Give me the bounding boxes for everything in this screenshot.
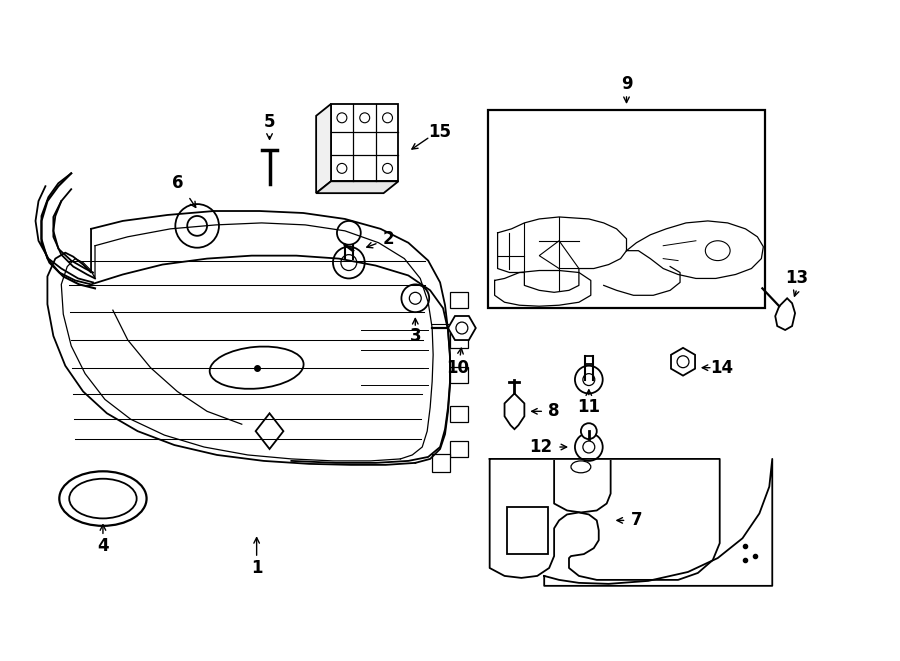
Bar xyxy=(450,441,468,457)
Ellipse shape xyxy=(69,479,137,518)
Polygon shape xyxy=(775,298,795,330)
Text: 11: 11 xyxy=(577,399,600,416)
Bar xyxy=(432,454,450,472)
Ellipse shape xyxy=(59,471,147,526)
Polygon shape xyxy=(539,241,579,268)
Circle shape xyxy=(360,113,370,123)
Text: 4: 4 xyxy=(97,537,109,555)
Text: 13: 13 xyxy=(786,270,808,288)
Circle shape xyxy=(337,113,347,123)
Text: 8: 8 xyxy=(548,403,560,420)
Circle shape xyxy=(382,113,392,123)
Bar xyxy=(450,292,468,308)
Ellipse shape xyxy=(210,346,303,389)
Bar xyxy=(450,367,468,383)
Circle shape xyxy=(401,284,429,312)
Circle shape xyxy=(575,366,603,393)
Polygon shape xyxy=(671,348,695,375)
Bar xyxy=(450,407,468,422)
Circle shape xyxy=(410,292,421,304)
Text: 6: 6 xyxy=(172,175,183,192)
Circle shape xyxy=(583,441,595,453)
Circle shape xyxy=(583,373,595,385)
Circle shape xyxy=(575,433,603,461)
Bar xyxy=(331,104,399,181)
Circle shape xyxy=(382,163,392,173)
Text: 7: 7 xyxy=(631,512,643,529)
Polygon shape xyxy=(316,104,331,193)
Circle shape xyxy=(187,216,207,236)
Ellipse shape xyxy=(571,461,590,473)
Ellipse shape xyxy=(706,241,730,260)
Circle shape xyxy=(337,163,347,173)
Circle shape xyxy=(333,247,364,278)
Text: 5: 5 xyxy=(264,113,275,131)
Text: 12: 12 xyxy=(530,438,553,456)
Text: 15: 15 xyxy=(428,123,452,141)
Circle shape xyxy=(176,204,219,248)
Bar xyxy=(507,506,548,554)
Text: 10: 10 xyxy=(446,359,470,377)
Text: 2: 2 xyxy=(382,230,394,248)
Bar xyxy=(450,332,468,348)
Polygon shape xyxy=(256,413,284,449)
Circle shape xyxy=(580,423,597,439)
Circle shape xyxy=(341,254,356,270)
Text: 9: 9 xyxy=(621,75,633,93)
Circle shape xyxy=(456,322,468,334)
Polygon shape xyxy=(448,316,476,340)
Circle shape xyxy=(677,356,689,368)
Text: 1: 1 xyxy=(251,559,263,577)
Circle shape xyxy=(337,221,361,245)
Polygon shape xyxy=(316,181,399,193)
Bar xyxy=(488,110,765,308)
Text: 14: 14 xyxy=(710,359,734,377)
Text: 3: 3 xyxy=(410,327,421,345)
Polygon shape xyxy=(505,393,525,429)
